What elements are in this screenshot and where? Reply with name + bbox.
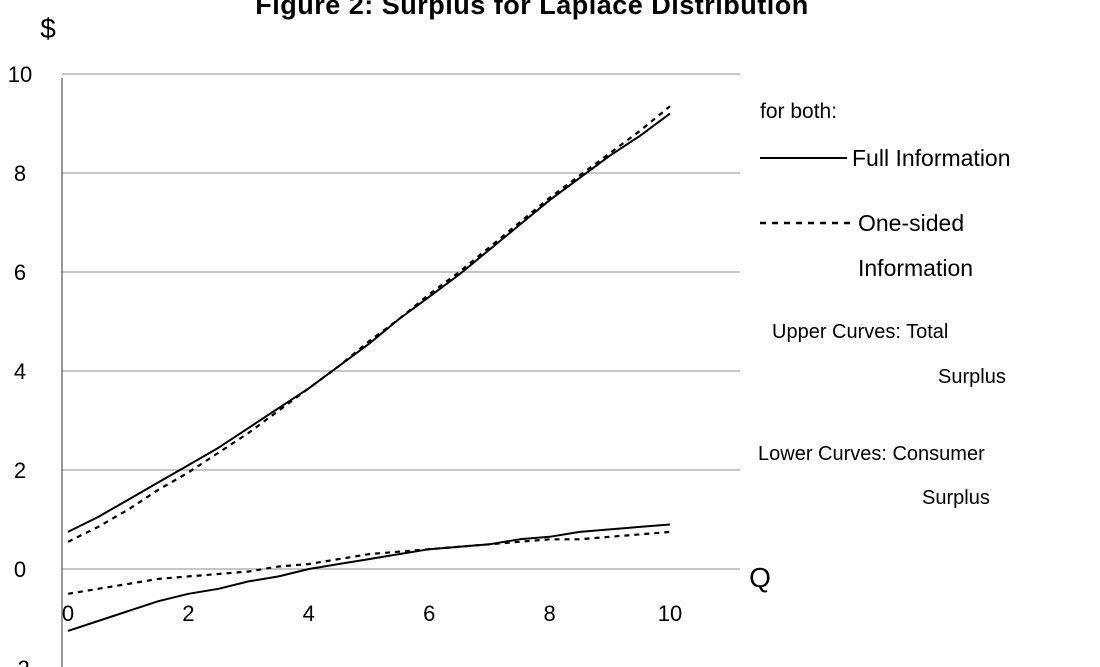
legend-full-label: Full Information: [852, 145, 1011, 171]
legend-header: for both:: [760, 100, 837, 123]
series-line-consumer-full: [67, 523, 671, 632]
note-lower-2: Surplus: [922, 487, 990, 509]
series-line-total-full: [67, 112, 671, 533]
y-tick-label: 2: [14, 458, 26, 483]
x-tick-label: 4: [303, 601, 315, 626]
note-upper-1: Upper Curves: Total: [772, 321, 948, 343]
y-tick-label: 6: [14, 260, 26, 285]
x-tick-label: 6: [423, 601, 435, 626]
x-tick-label: 0: [62, 601, 74, 626]
x-axis-label: Q: [749, 562, 771, 593]
y-tick-label: 10: [8, 62, 32, 87]
note-upper-2: Surplus: [938, 366, 1006, 388]
y-tick-label: 0: [14, 557, 26, 582]
x-tick-labels: 0 2 4 6 8 10: [62, 601, 682, 626]
legend: for both: Full Information One-sided Inf…: [758, 100, 1011, 509]
note-lower-1: Lower Curves: Consumer: [758, 443, 985, 465]
legend-one-sided-label-1: One-sided: [858, 210, 964, 236]
chart-title: Figure 2: Surplus for Laplace Distributi…: [255, 0, 809, 20]
series-line-consumer-one-sided: [67, 530, 671, 595]
series-lines: [67, 105, 671, 632]
x-tick-label: 2: [182, 601, 194, 626]
y-tick-label: 8: [14, 161, 26, 186]
y-tick-label: 4: [14, 359, 26, 384]
y-tick-labels: -2 0 2 4 6 8 10: [8, 62, 32, 667]
x-tick-label: 8: [543, 601, 555, 626]
y-tick-label: -2: [10, 656, 30, 667]
series-line-total-one-sided: [67, 105, 671, 543]
gridlines: [62, 73, 740, 570]
legend-one-sided-label-2: Information: [858, 255, 973, 281]
x-tick-label: 10: [658, 601, 682, 626]
y-axis-label: $: [40, 13, 56, 44]
